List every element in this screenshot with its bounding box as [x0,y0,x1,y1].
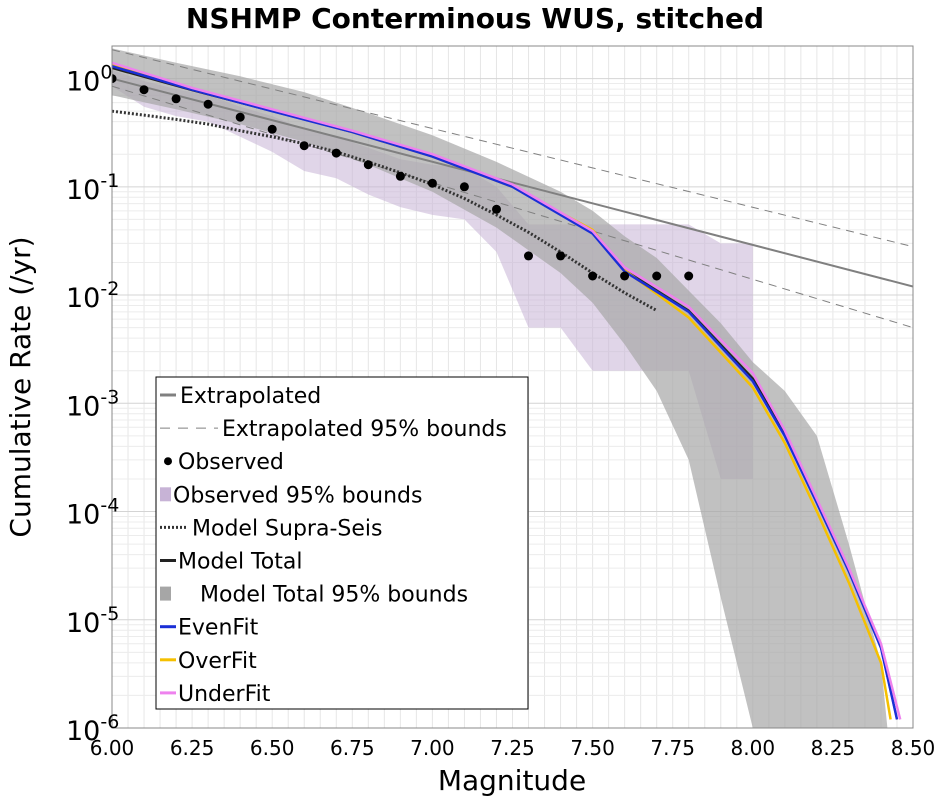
legend-label: OverFit [178,649,257,674]
legend-item-extrapolated: Extrapolated [160,384,321,409]
legend-label: Model Total [178,550,302,575]
y-tick-label: 10-4 [66,495,119,531]
observed-point [492,204,501,214]
observed-point [652,271,662,281]
y-tick-label: 10-3 [66,386,119,422]
legend-item-extrap_bounds: Extrapolated 95% bounds [160,417,507,442]
series-line-underfit [112,61,902,720]
x-tick-label: 6.50 [250,736,295,760]
y-tick-label: 10-1 [66,170,119,206]
legend-item-overfit: OverFit [160,649,257,674]
x-tick-label: 6.75 [330,736,375,760]
legend-item-underfit: UnderFit [160,682,271,707]
legend-box [155,376,529,710]
x-tick-label: 6.00 [90,736,135,760]
y-axis-ticks: 100 10-1 10-2 10-3 10-4 10-5 10-6 [66,62,119,747]
legend-label: Observed 95% bounds [173,483,422,508]
observed-point [427,178,437,188]
extrapolated-line [112,77,913,288]
y-tick-label: 10-6 [66,711,119,747]
observed-point [395,171,405,181]
observed-point [363,160,373,170]
series-line-supra [112,109,658,312]
observed-point [684,271,694,281]
observed-point [235,112,245,122]
legend: Extrapolated Extrapolated 95% bounds Obser… [155,376,529,710]
x-tick-label: 7.50 [570,736,615,760]
legend-item-obs_bounds: Observed 95% bounds [160,483,422,508]
observed-point [459,182,469,192]
legend-item-evenfit: EvenFit [160,616,259,641]
x-tick-label: 7.25 [490,736,535,760]
y-tick-label: 10-5 [66,603,119,639]
observed-point [171,94,181,104]
legend-item-total: Model Total [160,550,302,575]
x-tick-label: 8.50 [891,736,936,760]
observed-points [112,74,694,281]
y-tick-label: 10-2 [66,278,119,314]
x-tick-label: 8.25 [811,736,856,760]
observed-point [556,251,566,261]
observed-point [139,85,149,95]
x-tick-label: 6.25 [170,736,215,760]
legend-label: EvenFit [178,616,259,641]
legend-label: UnderFit [178,682,271,707]
legend-label: Observed [178,450,284,475]
legend-swatch [160,487,171,502]
y-tick-label: 100 [66,62,112,98]
observed-point [203,99,213,109]
observed-point [112,74,117,84]
observed-point [267,124,277,134]
legend-label: Model Total 95% bounds [200,583,468,608]
legend-item-total_bounds: Model Total 95% bounds [160,583,468,608]
x-axis-label: Magnitude [438,764,586,797]
extrapolated-upper-bound-line [112,49,913,248]
legend-label: Model Supra-Seis [192,516,382,541]
legend-item-supra: Model Supra-Seis [160,516,382,541]
observed-point [588,271,598,281]
legend-label: Extrapolated [180,384,321,409]
legend-swatch [164,457,172,466]
legend-swatch [160,586,171,601]
observed-point [524,251,533,261]
chart-title: NSHMP Conterminous WUS, stitched [186,2,764,35]
y-axis-label: Cumulative Rate (/yr) [4,236,37,537]
observed-point [620,271,630,281]
observed-point [331,148,341,158]
legend-label: Extrapolated 95% bounds [222,417,507,442]
observed-point [299,141,309,151]
x-axis-ticks: 6.00 6.25 6.50 6.75 7.00 7.25 7.50 7.75 8.00 8.25… [90,736,936,760]
legend-item-observed: Observed [164,450,284,475]
x-tick-label: 7.00 [410,736,455,760]
plot-frame [111,45,914,729]
x-tick-label: 8.00 [731,736,776,760]
x-tick-label: 7.75 [650,736,695,760]
